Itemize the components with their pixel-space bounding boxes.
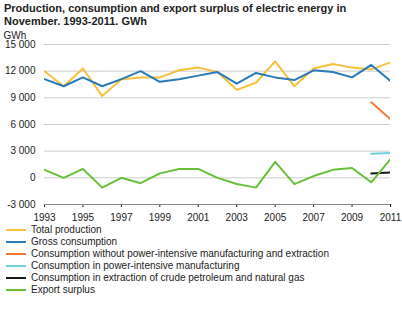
- svg-text:2003: 2003: [226, 212, 249, 223]
- svg-text:2009: 2009: [341, 212, 364, 223]
- svg-text:6 000: 6 000: [10, 119, 35, 130]
- html-text:Production, consumption and ex: Production, consumption and export surpl…: [4, 2, 347, 27]
- svg-text:1997: 1997: [110, 212, 133, 223]
- html-text:Gross consumption: Gross consumption: [31, 236, 118, 247]
- svg-text:-3 000: -3 000: [7, 199, 36, 210]
- svg-text:9 000: 9 000: [10, 92, 35, 103]
- html-text:Total production: Total production: [31, 224, 102, 235]
- svg-text:0: 0: [30, 172, 36, 183]
- svg-text:3 000: 3 000: [10, 145, 35, 156]
- svg-text:12 000: 12 000: [5, 65, 36, 76]
- svg-text:1993: 1993: [33, 212, 56, 223]
- html-text:Consumption in power-intensive: Consumption in power-intensive manufactu…: [31, 260, 240, 271]
- svg-text:15 000: 15 000: [4, 38, 36, 50]
- svg-text:2005: 2005: [264, 212, 287, 223]
- svg-text:2011: 2011: [380, 212, 402, 223]
- svg-text:2007: 2007: [302, 212, 325, 223]
- svg-text:1995: 1995: [72, 212, 95, 223]
- svg-text:GWh: GWh: [4, 30, 27, 41]
- svg-text:1999: 1999: [149, 212, 172, 223]
- html-text:Consumption in extraction of c: Consumption in extraction of crude petro…: [31, 272, 305, 283]
- html-text:Export surplus: Export surplus: [31, 284, 95, 295]
- html-text:Consumption without power-inte: Consumption without power-intensive manu…: [31, 248, 329, 259]
- svg-text:2001: 2001: [187, 212, 210, 223]
